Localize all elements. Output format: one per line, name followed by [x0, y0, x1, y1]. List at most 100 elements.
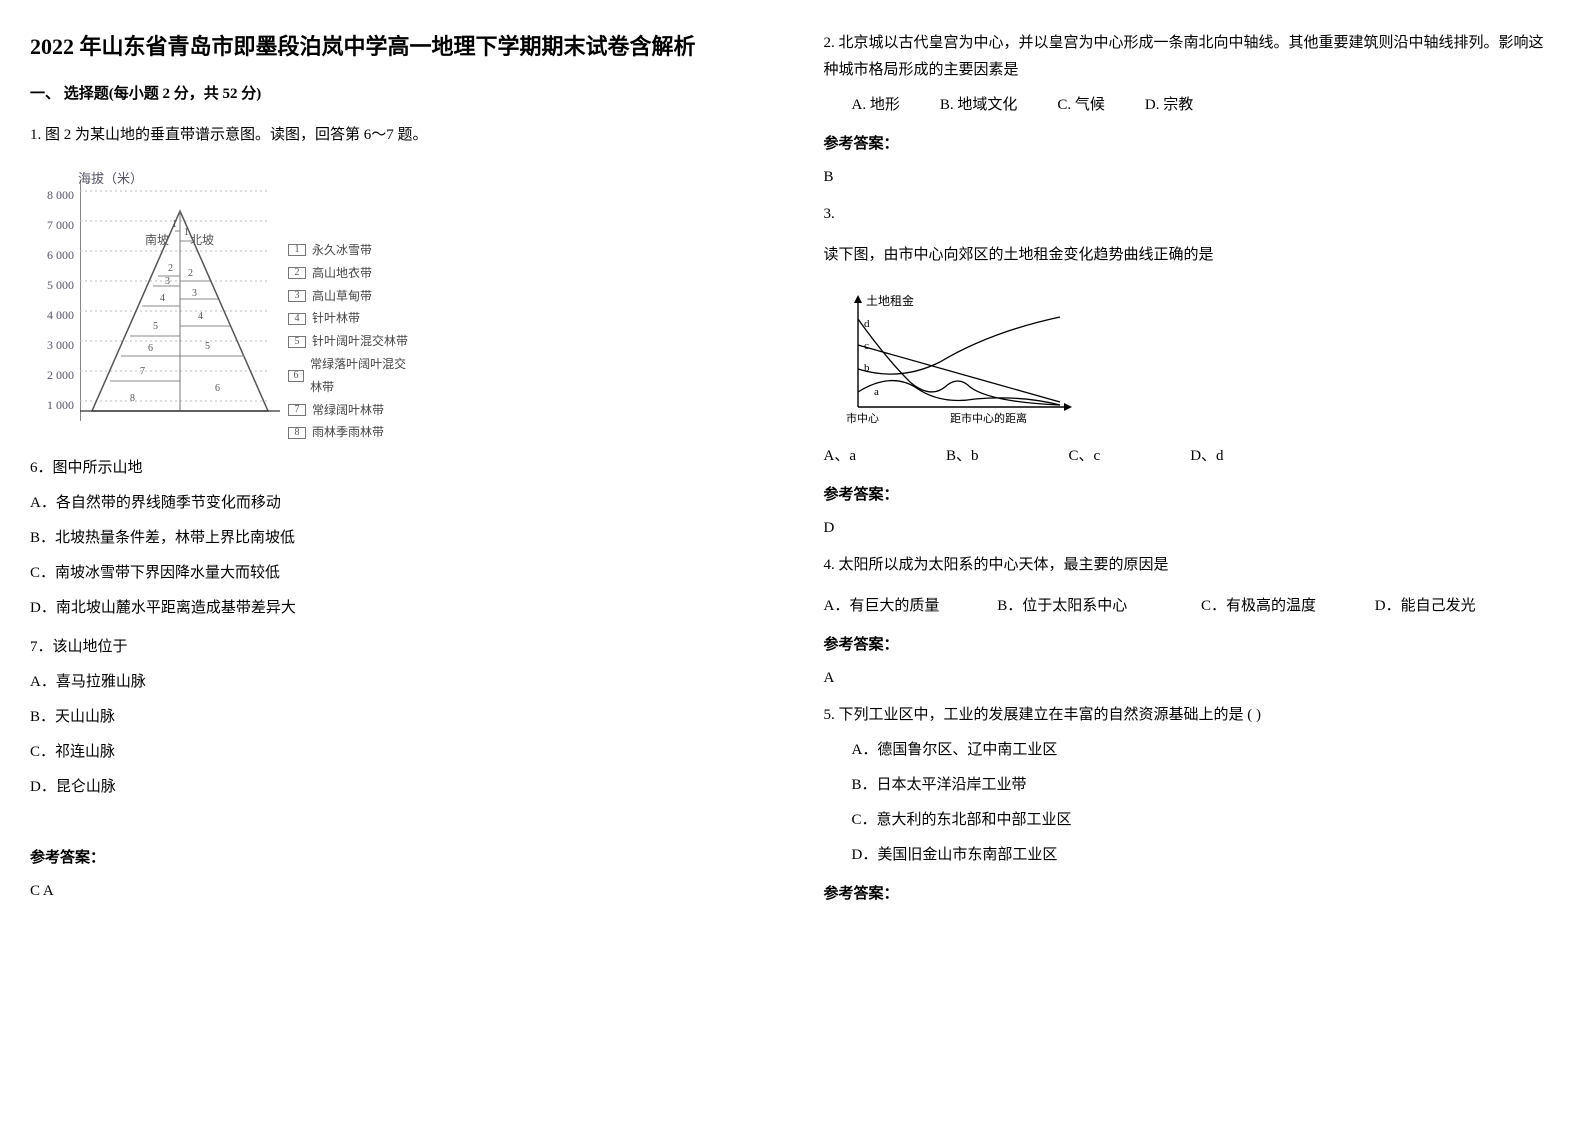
option-c: C．有极高的温度: [1201, 593, 1371, 620]
legend-item: 8雨林季雨林带: [288, 421, 416, 444]
q1-sub7-options: A．喜马拉雅山脉 B．天山山脉 C．祁连山脉 D．昆仑山脉: [30, 669, 764, 801]
option-b: B．日本太平洋沿岸工业带: [852, 772, 1558, 799]
x-label: 距市中心的距离: [950, 411, 1027, 425]
option-c: C、c: [1069, 443, 1101, 470]
question-5: 5. 下列工业区中，工业的发展建立在丰富的自然资源基础上的是 ( ) A．德国鲁…: [824, 702, 1558, 908]
q3-options: A、a B、b C、c D、d: [824, 443, 1558, 470]
option-c: C. 气候: [1057, 92, 1105, 119]
y-tick: 5 000: [36, 275, 74, 297]
option-d: D．昆仑山脉: [30, 774, 764, 801]
legend-label: 雨林季雨林带: [312, 421, 384, 444]
answer-label: 参考答案：: [30, 845, 764, 872]
legend-item: 4针叶林带: [288, 307, 416, 330]
answer-label: 参考答案：: [824, 482, 1558, 509]
legend-label: 高山草甸带: [312, 285, 372, 308]
q3-num: 3.: [824, 206, 835, 222]
option-a: A、a: [824, 443, 857, 470]
answer-label: 参考答案：: [824, 131, 1558, 158]
option-a: A．德国鲁尔区、辽中南工业区: [852, 737, 1558, 764]
legend-item: 7常绿阔叶林带: [288, 399, 416, 422]
option-c: C．意大利的东北部和中部工业区: [852, 807, 1558, 834]
option-b: B．北坡热量条件差，林带上界比南坡低: [30, 525, 764, 552]
option-b: B．位于太阳系中心: [997, 593, 1197, 620]
option-b: B、b: [946, 443, 979, 470]
legend-item: 3高山草甸带: [288, 285, 416, 308]
answer-label: 参考答案：: [824, 881, 1558, 908]
question-4: 4. 太阳所以成为太阳系的中心天体，最主要的原因是 A．有巨大的质量 B．位于太…: [824, 552, 1558, 692]
legend-label: 永久冰雪带: [312, 239, 372, 262]
question-1: 1. 图 2 为某山地的垂直带谱示意图。读图，回答第 6～7 题。 海拔（米） …: [30, 122, 764, 905]
svg-text:6: 6: [215, 383, 220, 394]
rent-diagram: 土地租金 d c b a 市中心 距市中心的距离: [824, 281, 1084, 431]
option-c: C．祁连山脉: [30, 739, 764, 766]
legend-item: 5针叶阔叶混交林带: [288, 330, 416, 353]
option-a: A．各自然带的界线随季节变化而移动: [30, 490, 764, 517]
option-d: D．美国旧金山市东南部工业区: [852, 842, 1558, 869]
legend-label: 高山地衣带: [312, 262, 372, 285]
q4-options: A．有巨大的质量 B．位于太阳系中心 C．有极高的温度 D．能自己发光: [824, 593, 1558, 620]
svg-text:d: d: [864, 318, 870, 330]
answer-value: A: [824, 665, 1558, 692]
mountain-svg: 南坡 北坡 1 2 3 4 5 6 7 8 1 2 3: [80, 181, 280, 431]
svg-text:1: 1: [172, 219, 177, 230]
x-origin: 市中心: [846, 411, 879, 425]
option-d: D．能自己发光: [1375, 593, 1476, 620]
legend-label: 常绿落叶阔叶混交林带: [310, 353, 416, 399]
left-column: 2022 年山东省青岛市即墨段泊岚中学高一地理下学期期末试卷含解析 一、 选择题…: [30, 30, 764, 918]
answer-value: D: [824, 515, 1558, 542]
q1-sub7: 7．该山地位于: [30, 634, 764, 661]
svg-text:3: 3: [192, 288, 197, 299]
answer-value: C A: [30, 878, 764, 905]
svg-text:2: 2: [188, 268, 193, 279]
svg-text:7: 7: [140, 366, 145, 377]
question-2: 2. 北京城以古代皇宫为中心，并以皇宫为中心形成一条南北向中轴线。其他重要建筑则…: [824, 30, 1558, 191]
svg-text:b: b: [864, 362, 870, 374]
y-tick: 3 000: [36, 335, 74, 357]
q5-options: A．德国鲁尔区、辽中南工业区 B．日本太平洋沿岸工业带 C．意大利的东北部和中部…: [852, 737, 1558, 869]
document-page: 2022 年山东省青岛市即墨段泊岚中学高一地理下学期期末试卷含解析 一、 选择题…: [30, 30, 1557, 918]
option-a: A．喜马拉雅山脉: [30, 669, 764, 696]
section-heading: 一、 选择题(每小题 2 分，共 52 分): [30, 81, 764, 108]
y-label: 土地租金: [866, 293, 914, 308]
svg-text:8: 8: [130, 393, 135, 404]
option-d: D．南北坡山麓水平距离造成基带差异大: [30, 595, 764, 622]
slope-south-label: 南坡: [145, 232, 169, 247]
option-a: A. 地形: [852, 92, 900, 119]
svg-text:c: c: [864, 340, 869, 352]
rent-svg: 土地租金 d c b a 市中心 距市中心的距离: [830, 287, 1090, 437]
q2-text: 2. 北京城以古代皇宫为中心，并以皇宫为中心形成一条南北向中轴线。其他重要建筑则…: [824, 30, 1558, 84]
mountain-diagram: 海拔（米） 8 000 7 000 6 000 5 000 4 000 3 00…: [30, 161, 764, 443]
legend-item: 6常绿落叶阔叶混交林带: [288, 353, 416, 399]
legend-label: 常绿阔叶林带: [312, 399, 384, 422]
svg-text:5: 5: [205, 341, 210, 352]
svg-text:4: 4: [160, 293, 165, 304]
svg-text:5: 5: [153, 321, 158, 332]
q3-text: 读下图，由市中心向郊区的土地租金变化趋势曲线正确的是: [824, 242, 1558, 269]
q1-sub6: 6．图中所示山地: [30, 455, 764, 482]
y-tick: 4 000: [36, 305, 74, 327]
legend-label: 针叶阔叶混交林带: [312, 330, 408, 353]
q2-options: A. 地形 B. 地域文化 C. 气候 D. 宗教: [852, 92, 1558, 119]
option-c: C．南坡冰雪带下界因降水量大而较低: [30, 560, 764, 587]
svg-text:a: a: [874, 386, 879, 398]
option-d: D. 宗教: [1145, 92, 1193, 119]
y-tick: 6 000: [36, 245, 74, 267]
document-title: 2022 年山东省青岛市即墨段泊岚中学高一地理下学期期末试卷含解析: [30, 30, 764, 63]
y-tick: 2 000: [36, 365, 74, 387]
q1-sub6-options: A．各自然带的界线随季节变化而移动 B．北坡热量条件差，林带上界比南坡低 C．南…: [30, 490, 764, 622]
option-b: B. 地域文化: [940, 92, 1018, 119]
right-column: 2. 北京城以古代皇宫为中心，并以皇宫为中心形成一条南北向中轴线。其他重要建筑则…: [824, 30, 1558, 918]
svg-text:1: 1: [184, 227, 189, 238]
option-d: D、d: [1190, 443, 1223, 470]
q1-intro: 1. 图 2 为某山地的垂直带谱示意图。读图，回答第 6～7 题。: [30, 122, 764, 149]
legend-item: 1永久冰雪带: [288, 239, 416, 262]
q4-text: 4. 太阳所以成为太阳系的中心天体，最主要的原因是: [824, 552, 1558, 579]
q5-text: 5. 下列工业区中，工业的发展建立在丰富的自然资源基础上的是 ( ): [824, 702, 1558, 729]
question-3: 3. 读下图，由市中心向郊区的土地租金变化趋势曲线正确的是 土地租金: [824, 201, 1558, 542]
y-tick: 7 000: [36, 215, 74, 237]
svg-text:6: 6: [148, 343, 153, 354]
answer-label: 参考答案：: [824, 632, 1558, 659]
svg-text:3: 3: [165, 276, 170, 287]
legend-label: 针叶林带: [312, 307, 360, 330]
y-tick: 1 000: [36, 395, 74, 417]
